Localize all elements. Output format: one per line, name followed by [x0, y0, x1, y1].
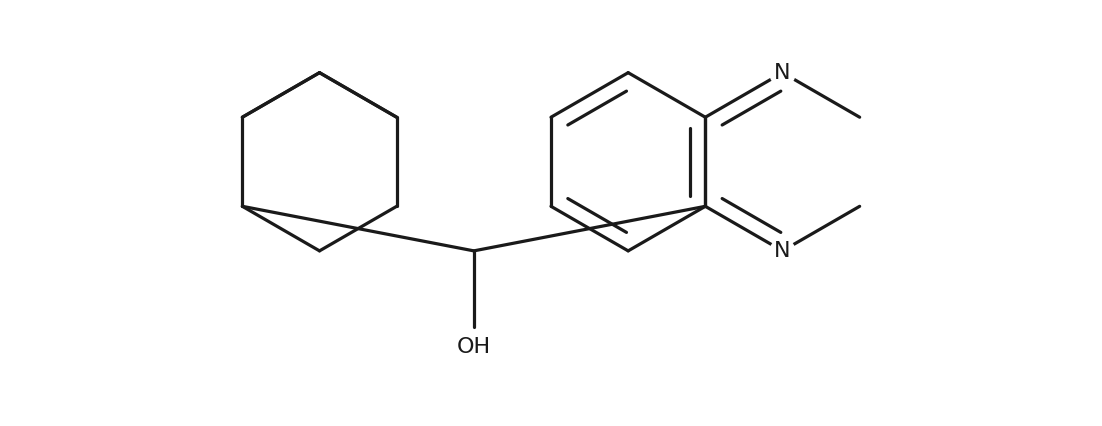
Text: OH: OH — [456, 337, 490, 357]
Text: N: N — [775, 241, 791, 261]
Text: N: N — [775, 63, 791, 83]
